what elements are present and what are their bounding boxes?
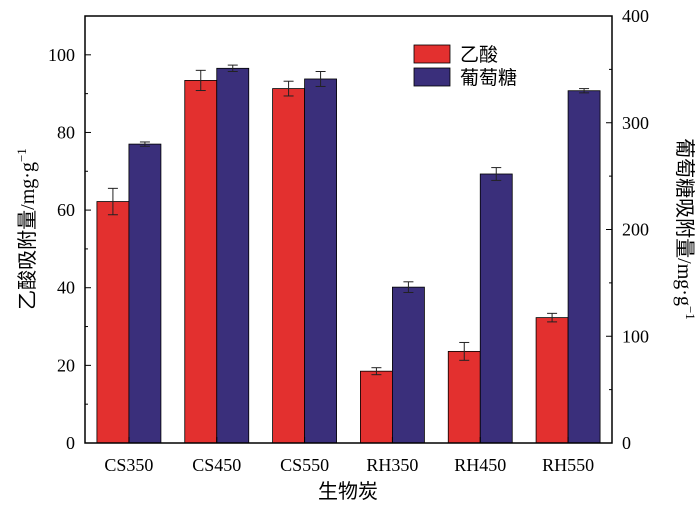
bar-glucose: [304, 78, 337, 444]
legend-swatch-glucose: [413, 67, 451, 87]
plot-frame: [84, 15, 613, 444]
left-axis-label: 乙酸吸附量/mg·g−1: [14, 148, 39, 310]
left-y-tick-label: 0: [66, 433, 75, 453]
bar-glucose: [567, 90, 601, 444]
left-y-tick-label: 40: [57, 278, 75, 298]
bar-acetic-acid: [447, 350, 481, 444]
legend-label-glucose: 葡萄糖: [460, 67, 517, 89]
x-tick-label: CS350: [104, 455, 153, 475]
bar-glucose: [392, 286, 425, 444]
right-y-tick-label: 400: [622, 6, 649, 26]
bars-layer: [96, 67, 601, 444]
bar-acetic-acid: [360, 370, 393, 444]
x-axis-label: 生物炭: [318, 480, 378, 503]
ticks-layer: CS350 CS450 CS550 RH350 RH450 RH550 0 20 40 60 80 1…: [48, 6, 649, 475]
legend-label-acetic-acid: 乙酸: [460, 44, 498, 66]
right-y-tick-label: 300: [622, 113, 649, 133]
right-y-tick-label: 0: [622, 433, 631, 453]
bar-acetic-acid: [272, 88, 305, 444]
bar-acetic-acid: [535, 317, 569, 444]
x-tick-label: RH550: [542, 455, 594, 475]
bar-glucose: [128, 143, 162, 444]
right-y-tick-label: 200: [622, 220, 649, 240]
left-y-tick-label: 80: [57, 122, 75, 142]
left-y-tick-label: 20: [57, 355, 75, 375]
x-tick-label: RH350: [366, 455, 418, 475]
left-y-tick-label: 60: [57, 200, 75, 220]
error-bars-layer: [107, 64, 590, 376]
x-tick-label: CS450: [192, 455, 241, 475]
legend: 乙酸 葡萄糖: [413, 44, 517, 89]
right-y-tick-label: 100: [622, 326, 649, 346]
bar-acetic-acid: [184, 80, 218, 444]
left-y-tick-label: 100: [48, 45, 75, 65]
bar-glucose: [479, 173, 513, 444]
right-axis-label: 葡萄糖吸附量/mg·g−1: [673, 138, 698, 320]
left-axis-label-sup: −1: [14, 148, 29, 162]
x-tick-label: CS550: [280, 455, 329, 475]
legend-swatch-acetic-acid: [413, 44, 451, 64]
x-tick-label: RH450: [454, 455, 506, 475]
bar-glucose: [216, 67, 250, 444]
right-axis-label-sup: −1: [683, 306, 698, 320]
bar-acetic-acid: [96, 201, 130, 444]
